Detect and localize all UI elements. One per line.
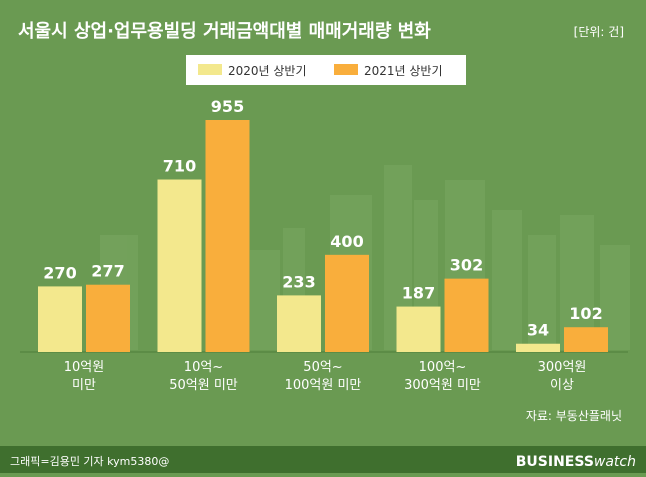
bar-2021-2 [325,254,369,352]
legend: 2020년 상반기 2021년 상반기 [186,55,466,85]
bar-2021-0 [86,284,130,352]
data-label-2021-1: 955 [211,97,244,116]
brand-logo-bold: BUSINESS [516,454,594,470]
data-label-2021-4: 102 [569,304,602,323]
bar-2021-3 [444,278,489,352]
chart-title: 서울시 상업·업무용빌딩 거래금액대별 매매거래량 변화 [18,21,431,42]
legend-label-2020: 2020년 상반기 [228,64,307,78]
category-label-2-line-0: 50억~ [303,360,342,375]
bar-2020-4 [516,343,560,352]
category-label-3-line-1: 300억원 미만 [404,378,481,393]
category-label-2-line-1: 100억원 미만 [285,378,362,393]
data-label-2021-2: 400 [330,232,363,251]
category-label-0-line-1: 미만 [72,378,96,393]
data-label-2021-0: 277 [91,262,124,281]
source-note: 자료: 부동산플래닛 [526,409,622,423]
category-label-1-line-0: 10억~ [184,360,223,375]
category-label-0-line-0: 10억원 [64,360,104,375]
data-label-2020-4: 34 [527,321,549,340]
bar-2021-4 [564,327,608,352]
bar-2021-1 [205,120,250,352]
data-label-2020-2: 233 [282,272,315,291]
brand-logo-light: watch [594,454,636,470]
legend-swatch-2020 [198,64,222,75]
graphic-credit: 그래픽=김용민 기자 kym5380@ [10,455,169,468]
data-label-2020-1: 710 [163,157,196,176]
footer-bar [0,446,646,473]
brand-logo: BUSINESSwatch [516,454,636,470]
category-label-3-line-0: 100억~ [419,360,467,375]
bar-2020-3 [396,306,441,352]
category-label-1-line-1: 50억원 미만 [169,378,238,393]
data-label-2020-3: 187 [402,284,435,303]
bar-2020-2 [277,295,321,352]
category-label-4-line-0: 300억원 [538,360,587,375]
unit-note: [단위: 건] [574,25,624,39]
legend-swatch-2021 [334,64,358,75]
legend-box [186,55,466,85]
data-label-2021-3: 302 [450,256,483,275]
bar-2020-0 [38,286,82,352]
legend-label-2021: 2021년 상반기 [364,64,443,78]
category-label-4-line-1: 이상 [550,378,574,393]
bar-2020-1 [157,179,202,352]
data-label-2020-0: 270 [43,263,76,282]
